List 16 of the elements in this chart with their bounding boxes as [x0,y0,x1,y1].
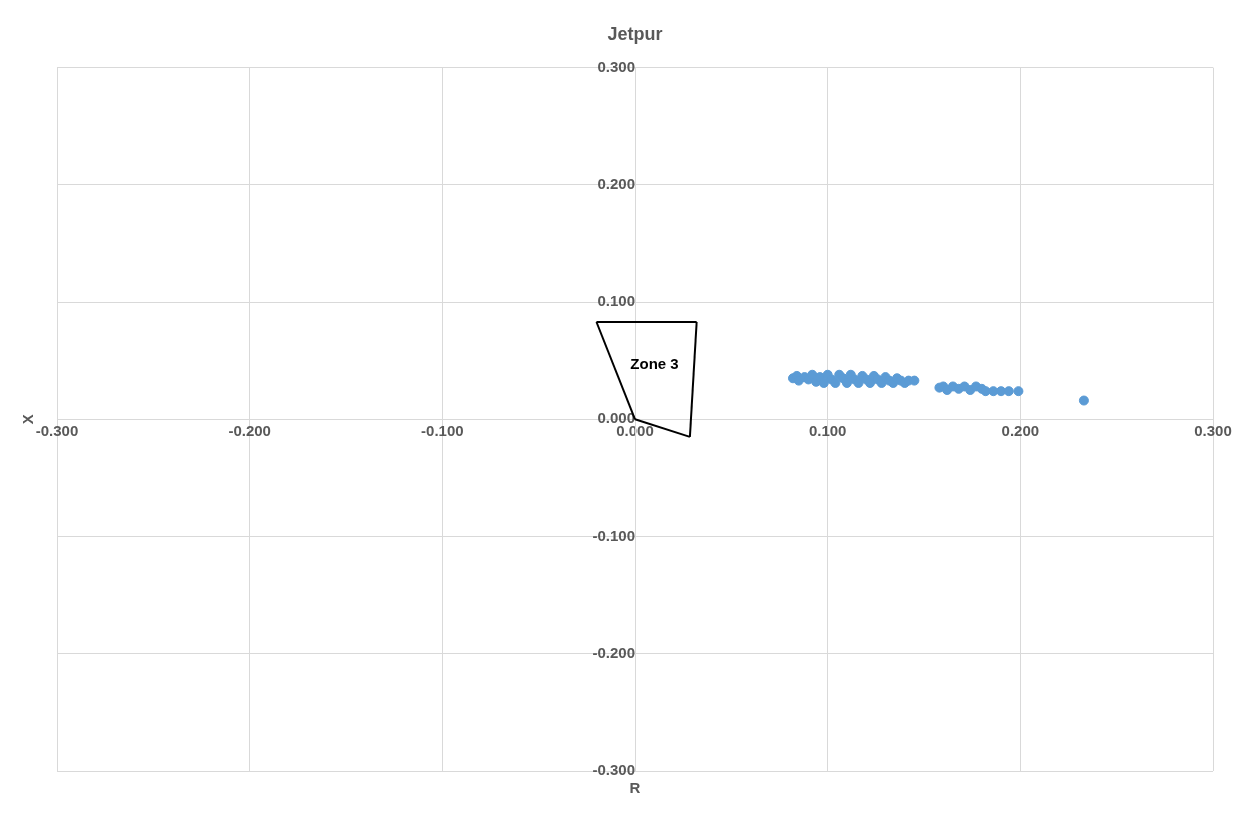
chart-title: Jetpur [607,23,663,44]
y-tick-label: 0.300 [597,57,635,75]
x-tick-label: 0.200 [1001,422,1040,440]
y-axis-title: X [19,414,37,425]
x-tick-label: -0.300 [35,422,79,440]
x-tick-label: -0.100 [421,422,464,440]
x-tick-label: 0.300 [1194,422,1232,440]
x-tick-label: -0.200 [228,422,271,440]
y-tick-label: -0.300 [592,761,635,779]
y-tick-label: -0.100 [592,526,635,544]
y-tick-label: -0.200 [592,643,635,661]
y-tick-label: 0.100 [597,292,635,310]
x-axis-title: R [629,779,641,797]
x-tick-label: 0.100 [808,422,847,440]
y-tick-label: 0.200 [597,174,635,192]
annotation: Zone 3 [630,355,679,373]
